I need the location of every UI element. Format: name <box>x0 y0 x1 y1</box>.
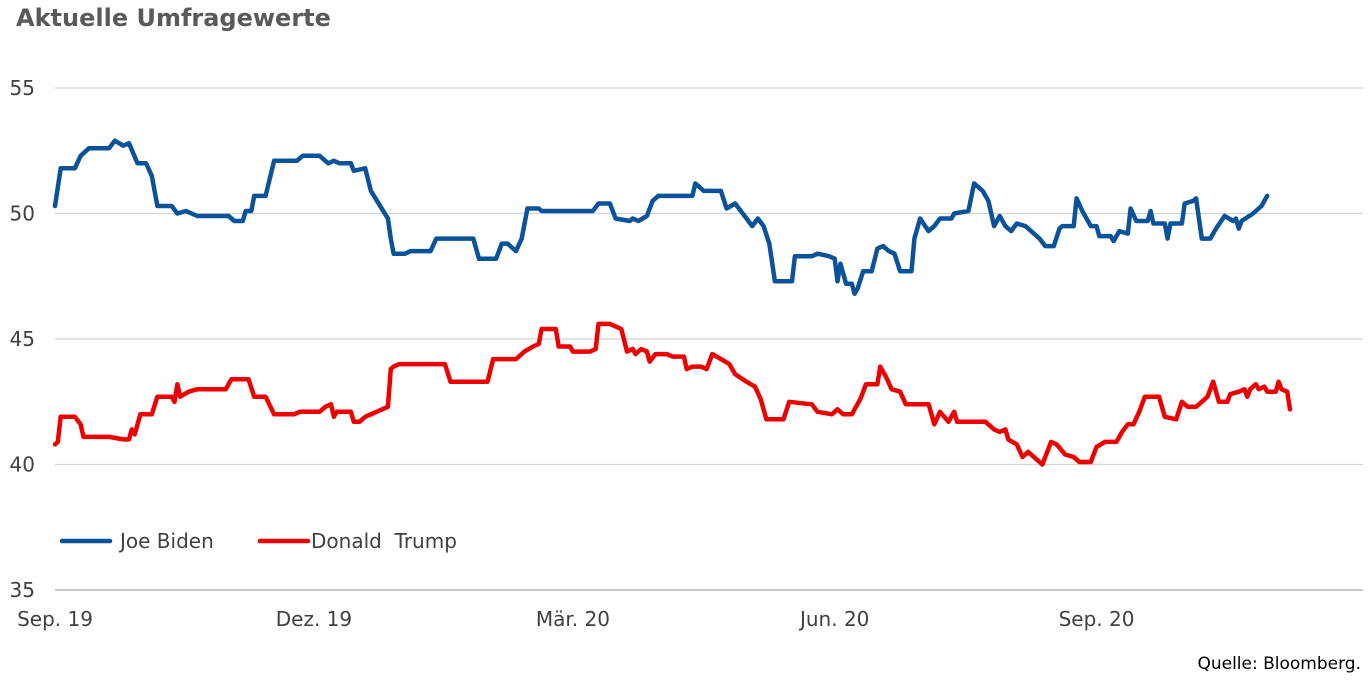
gridlines <box>55 87 1363 591</box>
x-axis-ticks: Sep. 19 Dez. 19 Mär. 20 Jun. 20 Sep. 20 <box>17 607 1134 631</box>
series-line-trump <box>52 321 1293 467</box>
legend-label: Donald Trump <box>311 529 457 553</box>
x-tick-label: Sep. 19 <box>17 607 93 631</box>
y-tick-label: 40 <box>10 453 35 477</box>
y-tick-label: 50 <box>10 202 35 226</box>
x-tick-label: Dez. 19 <box>276 607 352 631</box>
legend: Joe Biden Donald Trump <box>59 529 457 553</box>
y-axis-ticks: 35 40 45 50 55 <box>10 76 35 602</box>
chart-title: Aktuelle Umfragewerte <box>16 4 331 32</box>
x-tick-label: Sep. 20 <box>1059 607 1135 631</box>
legend-label: Joe Biden <box>118 529 214 553</box>
series-lines <box>52 138 1293 467</box>
series-line-biden <box>52 138 1270 297</box>
y-tick-label: 35 <box>10 578 35 602</box>
y-tick-label: 55 <box>10 76 35 100</box>
x-tick-label: Mär. 20 <box>536 607 610 631</box>
x-tick-label: Jun. 20 <box>798 607 869 631</box>
y-tick-label: 45 <box>10 327 35 351</box>
source-note: Quelle: Bloomberg. <box>1197 654 1361 674</box>
